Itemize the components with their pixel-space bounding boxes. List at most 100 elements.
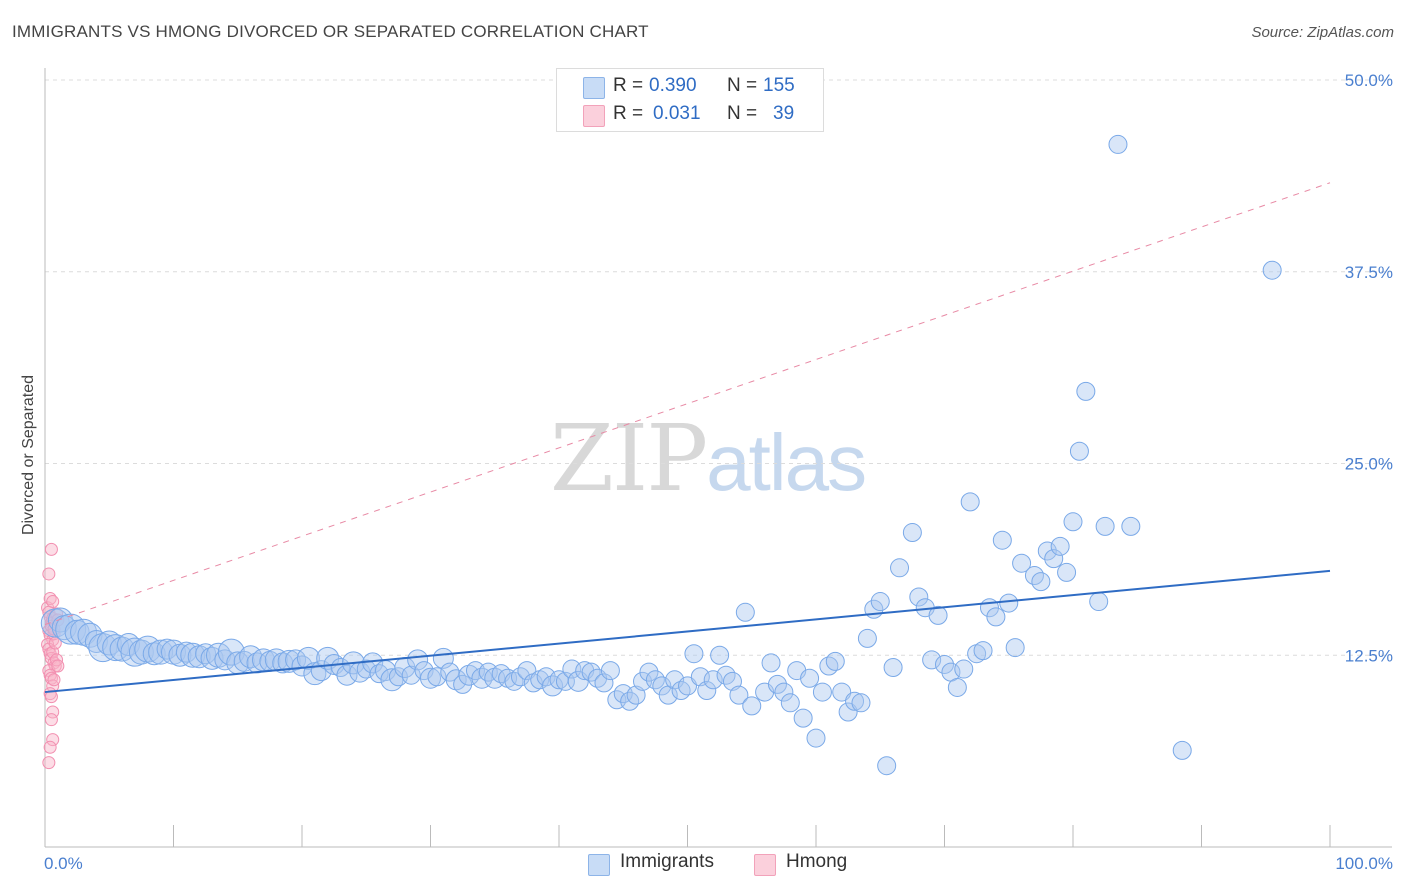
bottom-swatch-immigrants (588, 854, 610, 876)
bottom-legend-label: Immigrants (620, 851, 714, 872)
immigrants-point (600, 661, 620, 681)
immigrants-point (77, 622, 103, 648)
immigrants-point (84, 629, 108, 653)
immigrants-point (722, 671, 742, 691)
chart-title: IMMIGRANTS VS HMONG DIVORCED OR SEPARATE… (12, 22, 649, 41)
legend-swatch-hmong (583, 105, 605, 127)
immigrants-point (117, 633, 141, 657)
immigrants-point (902, 523, 922, 543)
immigrants-point (703, 670, 723, 690)
y-tick-label: 50.0% (1345, 71, 1393, 90)
immigrants-point (999, 593, 1019, 613)
immigrants-point (806, 728, 826, 748)
immigrants-point (665, 670, 685, 690)
immigrants-point (142, 642, 166, 666)
hmong-point (42, 567, 56, 581)
immigrants-point (1044, 549, 1064, 569)
immigrants-point (877, 756, 897, 776)
immigrants-point (407, 649, 429, 671)
watermark: ZIPatlas (550, 405, 867, 512)
legend-r-value: 0.390 (649, 75, 697, 96)
immigrants-trend-line (44, 569, 1331, 694)
immigrants-point (652, 676, 672, 696)
immigrants-point (922, 650, 942, 670)
immigrants-point (960, 492, 980, 512)
immigrants-point (1057, 562, 1077, 582)
x-tick-label: 100.0% (1335, 854, 1393, 873)
legend-n-value: 39 (773, 103, 795, 124)
trend-lines (44, 182, 1331, 694)
immigrants-point (909, 587, 929, 607)
immigrants-point (1262, 260, 1282, 280)
immigrants-point (838, 702, 858, 722)
immigrants-point (742, 696, 762, 716)
hmong-point (42, 756, 56, 770)
hmong-point (44, 542, 58, 556)
bottom-legend-label: Hmong (786, 851, 848, 872)
immigrants-point (445, 669, 467, 691)
immigrants-point (774, 682, 794, 702)
immigrants-point (594, 673, 614, 693)
immigrants-point (217, 638, 245, 666)
source-label: Source: ZipAtlas.com (1251, 24, 1394, 41)
immigrants-series (40, 134, 1282, 776)
immigrants-point (986, 607, 1006, 627)
bottom-swatch-hmong (754, 854, 776, 876)
immigrants-point (148, 639, 174, 665)
immigrants-point (690, 667, 710, 687)
immigrants-point (277, 649, 301, 673)
hmong-point (46, 595, 60, 609)
legend-r-label: R = (613, 103, 649, 124)
immigrants-point (1095, 516, 1115, 536)
watermark-atlas: atlas (706, 418, 867, 507)
immigrants-point (832, 682, 852, 702)
immigrants-point (369, 664, 389, 684)
immigrants-point (812, 682, 832, 702)
immigrants-point (427, 667, 447, 687)
immigrants-point (857, 628, 877, 648)
immigrants-point (954, 659, 974, 679)
hmong-point (43, 740, 57, 754)
immigrants-point (517, 661, 537, 681)
immigrants-point (1172, 740, 1192, 760)
immigrants-point (761, 653, 781, 673)
tick-labels: 12.5% 25.0% 37.5% 50.0% 0.0% 100.0% (44, 71, 1393, 873)
hmong-trend-line (44, 182, 1331, 626)
immigrants-point (767, 674, 787, 694)
y-axis-label: Divorced or Separated (20, 375, 37, 535)
immigrants-point (285, 649, 307, 671)
immigrants-point (890, 558, 910, 578)
immigrants-point (729, 685, 749, 705)
immigrants-point (992, 530, 1012, 550)
immigrants-point (947, 677, 967, 697)
legend-n-value: 155 (763, 75, 795, 96)
hmong-point (46, 733, 60, 747)
hmong-point (44, 713, 58, 727)
immigrants-point (928, 605, 948, 625)
immigrants-point (710, 645, 730, 665)
immigrants-point (64, 619, 90, 645)
immigrants-point (1076, 381, 1096, 401)
immigrants-point (800, 668, 820, 688)
immigrants-point (336, 664, 358, 686)
immigrants-point (851, 693, 871, 713)
immigrants-point (1089, 592, 1109, 612)
immigrants-point (1005, 638, 1025, 658)
immigrants-point (1050, 536, 1070, 556)
y-tick-label: 12.5% (1345, 646, 1393, 665)
y-tick-label: 37.5% (1345, 263, 1393, 282)
immigrants-point (1063, 512, 1083, 532)
immigrants-point (1121, 516, 1141, 536)
immigrants-point (935, 654, 954, 674)
immigrants-point (458, 664, 480, 686)
immigrants-point (1069, 441, 1089, 461)
immigrants-point (973, 641, 993, 661)
axes (44, 68, 1392, 848)
immigrants-point (626, 685, 646, 705)
immigrants-point (845, 691, 865, 711)
immigrants-point (684, 644, 704, 664)
immigrants-point (883, 658, 903, 678)
immigrants-point (420, 667, 441, 689)
hmong-point (51, 659, 65, 673)
